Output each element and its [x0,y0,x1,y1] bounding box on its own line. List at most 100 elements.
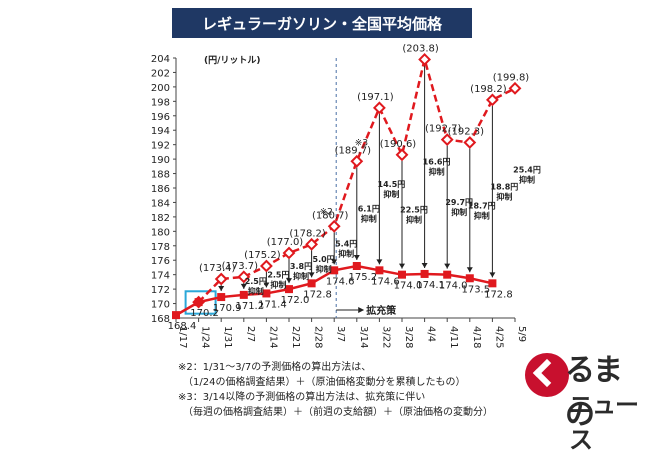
suppression-value: 16.6円 [423,158,451,167]
footnote-line: （毎週の価格調査結果）＋（前週の支給額）＋（原油価格の変動分） [178,407,493,418]
y-tick-label: 186 [151,184,170,195]
y-tick-label: 176 [151,256,170,267]
chart-title: レギュラーガソリン・全国平均価格 [172,8,472,38]
x-tick-label: 3/22 [380,326,391,348]
highlight-box [184,290,217,315]
suppression-suffix: 抑制 [270,280,286,290]
predicted-value-label: (198.2) [470,84,507,95]
y-tick-label: 194 [151,126,170,137]
suppression-arrowhead [489,272,496,278]
suppression-value: 18.8円 [491,183,519,192]
predicted-series-line [197,54,516,303]
actual-point [352,262,361,270]
predicted-point [418,53,432,66]
predicted-value-label: (199.8) [493,72,530,83]
actual-point [194,298,203,307]
suppression-suffix: 抑制 [293,271,309,281]
suppression-suffix: 抑制 [451,207,467,217]
predicted-point [237,270,251,284]
actual-value-label: 172.8 [484,289,513,300]
footnotes: ※2：1/31～3/7の予測価格の算出方法は、 （1/24の価格調査結果）＋（原… [178,360,493,420]
x-tick-label: 4/25 [493,326,504,348]
actual-point [420,269,429,278]
actual-value-label: 172.0 [281,295,310,306]
x-tick-label: 4/4 [426,326,437,342]
actual-point [398,270,406,279]
logo-text-top: るまの [565,353,623,432]
suppression-arrowhead [263,282,270,288]
suppression-suffix: 抑制 [383,189,399,199]
y-tick-label: 182 [151,213,170,224]
x-tick-label: 1/31 [222,326,233,348]
suppression-arrowhead [308,272,315,278]
suppression-value: 25.4円 [513,165,541,174]
actual-point [307,279,316,288]
suppression-value: 2.5円 [267,271,289,280]
x-tick-label: 3/28 [403,326,414,348]
x-tick-label: 4/18 [471,326,482,348]
suppression-suffix: 抑制 [496,192,512,202]
y-tick-label: 200 [151,83,170,94]
predicted-point [327,219,341,233]
predicted-value-label: (180.7) [312,210,349,221]
x-tick-label: 3/7 [335,326,346,342]
suppression-arrowhead [444,263,451,269]
predicted-point [282,246,296,260]
kuruma-news-logo: るまの ニュース [525,345,647,454]
suppression-suffix: 抑制 [361,214,377,224]
actual-point [443,270,452,279]
suppression-value: 14.5円 [378,180,406,189]
predicted-point [372,101,386,115]
predicted-point [395,148,409,162]
suppression-arrowhead [399,263,405,269]
x-tick-label: 1/17 [177,326,188,348]
y-tick-label: 188 [151,170,170,181]
predicted-value-label: (192.7) [425,124,462,135]
suppression-arrowhead [466,267,473,273]
marker-note-3: ※3 [355,138,368,148]
suppression-arrowhead [376,259,383,265]
suppression-suffix: 抑制 [316,264,332,274]
y-tick-label: 170 [151,300,170,311]
actual-point [488,279,497,288]
predicted-point [485,93,499,107]
suppression-arrowhead [353,255,360,260]
y-tick-label: 198 [151,97,170,108]
suppression-arrowhead [421,262,428,268]
suppression-arrowhead [240,283,247,289]
predicted-value-label: (177.0) [267,237,304,248]
predicted-point [214,272,228,286]
predicted-point [463,136,477,149]
actual-value-label: 168.4 [168,321,197,332]
actual-value-label: 170.9 [213,303,242,314]
actual-value-label: 174.0 [394,281,423,292]
y-tick-label: 168 [151,314,170,325]
logo-text-bottom: ニュース [569,391,639,454]
y-tick-label: 196 [151,112,170,123]
suppression-suffix: 抑制 [429,167,445,177]
y-tick-label: 180 [151,227,170,238]
actual-point [375,266,384,275]
x-tick-label: 2/21 [290,326,301,348]
actual-point [285,285,293,294]
suppression-value: 3.8円 [290,262,312,271]
suppression-value: 5.0円 [313,255,335,264]
suppression-suffix: 抑制 [248,286,264,296]
actual-value-label: 170.2 [190,308,219,319]
x-tick-label: 5/9 [516,326,527,342]
footnote-line: ※3：3/14以降の予測価格の算出方法は、拡充策に伴い [178,392,426,403]
chart-canvas: 168 170 172 174 176 178 180 182 184 186 188 190 192 1… [151,43,541,348]
expansion-arrowhead [358,307,365,313]
expansion-label: 拡充策 [366,304,397,317]
y-tick-label: 174 [151,271,170,282]
logo-icon [525,353,569,397]
suppression-value: 5.4円 [335,239,357,248]
suppression-value: 29.7円 [445,198,473,207]
actual-point [172,311,180,320]
suppression-suffix: 抑制 [406,215,422,225]
suppression-arrowhead [218,286,225,292]
predicted-point [350,154,364,168]
marker-note-2: ※2 [320,208,333,218]
x-tick-label: 3/14 [358,326,369,348]
suppression-suffix: 抑制 [519,174,535,184]
